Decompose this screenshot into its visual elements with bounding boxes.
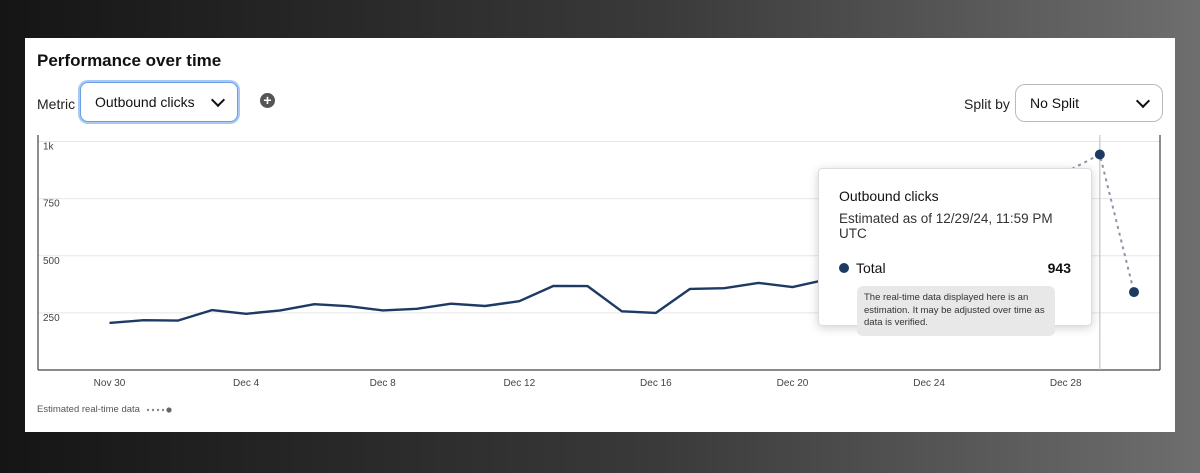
y-tick-label: 250	[43, 313, 60, 324]
line-chart[interactable]: 250 500 750 1k Nov 30 Dec 4 Dec 8 Dec 12 Dec 16 D…	[25, 38, 1175, 432]
x-tick-label: Dec 28	[1050, 378, 1082, 389]
split-by-label: Split by	[964, 96, 1010, 112]
chart-legend: Estimated real-time data	[37, 404, 172, 415]
x-tick-label: Nov 30	[94, 378, 126, 389]
x-tick-label: Dec 4	[233, 378, 260, 389]
page-title: Performance over time	[37, 51, 222, 70]
tooltip-subtitle: Estimated as of 12/29/24, 11:59 PM UTC	[839, 211, 1053, 241]
y-tick-label: 1k	[43, 142, 55, 153]
tooltip-value: 943	[1047, 260, 1071, 276]
dotted-line-icon	[146, 406, 172, 413]
data-point	[1129, 287, 1139, 298]
x-tick-label: Dec 16	[640, 378, 672, 389]
tooltip-title: Outbound clicks	[839, 188, 939, 204]
series-dot-icon	[839, 263, 849, 273]
metric-dropdown-value: Outbound clicks	[95, 94, 195, 110]
x-tick-label: Dec 12	[503, 378, 535, 389]
x-tick-label: Dec 8	[370, 378, 397, 389]
tooltip-series-row: Total 943	[839, 260, 1071, 276]
split-by-dropdown-value: No Split	[1030, 95, 1080, 111]
plus-circle-icon[interactable]: +	[260, 93, 275, 108]
y-tick-label: 750	[43, 199, 60, 210]
chart-tooltip: Outbound clicks Estimated as of 12/29/24…	[818, 168, 1092, 336]
tooltip-note: The real-time data displayed here is an …	[857, 286, 1055, 336]
metric-dropdown[interactable]: Outbound clicks	[80, 82, 238, 122]
legend-label: Estimated real-time data	[37, 404, 140, 415]
performance-card: Performance over time Metric Outbound cl…	[25, 38, 1175, 432]
data-point	[1094, 149, 1105, 160]
tooltip-series-label: Total	[856, 260, 886, 276]
x-tick-label: Dec 20	[777, 378, 809, 389]
split-by-dropdown[interactable]: No Split	[1015, 84, 1163, 122]
x-tick-label: Dec 24	[913, 378, 945, 389]
y-tick-label: 500	[43, 256, 60, 267]
metric-label: Metric	[37, 96, 76, 112]
